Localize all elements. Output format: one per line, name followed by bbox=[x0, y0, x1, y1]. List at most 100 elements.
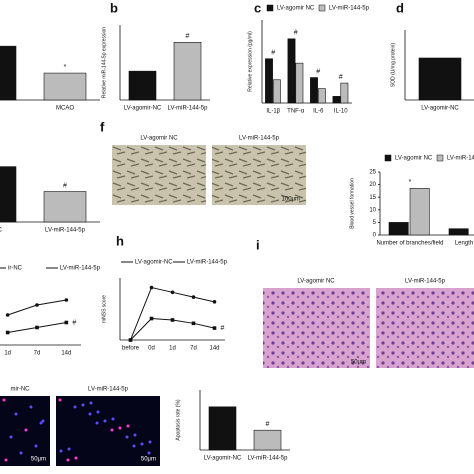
scale-label: 50μm bbox=[31, 457, 46, 463]
line bbox=[130, 286, 215, 341]
marker bbox=[64, 320, 69, 325]
nucleus bbox=[67, 447, 71, 451]
x-tick-label: 14d bbox=[61, 351, 71, 357]
scale-label: 50μm bbox=[351, 360, 366, 366]
micrograph bbox=[376, 288, 474, 368]
panel-letter: f bbox=[100, 119, 105, 134]
annotation: # bbox=[72, 319, 76, 326]
x-tick-label: Length of tr bbox=[455, 241, 474, 247]
image-caption: LV-miR-144-5p bbox=[239, 136, 280, 142]
legend-label: LV-miR-144-5p bbox=[187, 260, 228, 266]
annotation: # bbox=[63, 182, 67, 189]
nucleus bbox=[148, 440, 152, 444]
bar bbox=[388, 222, 409, 236]
bar bbox=[128, 70, 157, 101]
bar bbox=[173, 42, 202, 101]
image-caption: LV-agomir NC bbox=[297, 279, 335, 285]
y-axis-label: Blood vessel formation bbox=[349, 178, 355, 229]
panel-letter: b bbox=[110, 0, 118, 15]
bar bbox=[272, 79, 281, 104]
panel-letter: i bbox=[256, 237, 260, 252]
legend-label: LV-agomir NC bbox=[277, 6, 315, 12]
micrograph bbox=[112, 145, 206, 205]
panel-letter: c bbox=[254, 0, 261, 15]
x-tick-label: 7d bbox=[190, 346, 197, 352]
marker bbox=[149, 316, 154, 321]
nucleus bbox=[19, 451, 23, 455]
marker bbox=[64, 298, 69, 302]
nucleus bbox=[89, 401, 93, 405]
bar bbox=[332, 96, 341, 104]
micrograph bbox=[212, 145, 306, 205]
y-axis-label: SOD (U/mg protein) bbox=[390, 43, 396, 88]
bar bbox=[310, 77, 318, 104]
x-tick-label: before bbox=[122, 346, 140, 352]
x-tick-label: MCAO bbox=[56, 106, 74, 112]
annotation: # bbox=[316, 68, 320, 75]
nucleus bbox=[132, 444, 136, 448]
x-tick-label: IL-10 bbox=[334, 109, 348, 115]
nucleus bbox=[29, 405, 33, 409]
x-tick-label: LV-miR-144-5p bbox=[168, 106, 209, 112]
nucleus bbox=[118, 426, 122, 430]
marker bbox=[212, 326, 217, 330]
nucleus bbox=[2, 398, 6, 402]
annotation: # bbox=[339, 74, 343, 81]
y-tick-label: 0 bbox=[373, 233, 377, 239]
legend-swatch bbox=[436, 154, 444, 162]
marker bbox=[170, 290, 175, 295]
x-tick-label: IL-6 bbox=[313, 109, 324, 115]
annotation: # bbox=[271, 50, 275, 57]
legend-label: LV-miR-144-5p bbox=[447, 156, 474, 162]
image-caption: LV-miR-144-5p bbox=[88, 387, 129, 393]
marker bbox=[212, 300, 217, 304]
nucleus bbox=[88, 412, 92, 416]
x-tick-label: ir-NC bbox=[0, 228, 3, 234]
x-tick-label: 1d bbox=[169, 346, 176, 352]
bar bbox=[43, 72, 87, 101]
y-tick-label: 25 bbox=[369, 170, 376, 176]
bar bbox=[43, 191, 87, 223]
bar bbox=[317, 88, 326, 104]
x-tick-label: LV-agomir-NC bbox=[124, 106, 162, 112]
nucleus bbox=[58, 398, 62, 402]
nucleus bbox=[41, 419, 45, 423]
legend-label: ir-NC bbox=[8, 266, 23, 272]
nucleus bbox=[126, 424, 130, 428]
marker bbox=[191, 321, 196, 326]
nucleus bbox=[147, 451, 151, 455]
image-caption: mir-NC bbox=[11, 387, 31, 393]
legend-label: LV-agomir-NC bbox=[135, 260, 173, 266]
x-tick-label: Number of branches/field bbox=[376, 241, 443, 247]
nucleus bbox=[59, 449, 63, 453]
x-tick-label: LV-agomir-NC bbox=[421, 106, 459, 112]
x-tick-label: TNF-α bbox=[287, 109, 305, 115]
marker bbox=[5, 313, 10, 317]
image-caption: LV-miR-144-5p bbox=[405, 279, 446, 285]
marker bbox=[35, 303, 39, 307]
panel-letter: h bbox=[116, 233, 124, 248]
micrograph bbox=[56, 396, 160, 466]
marker bbox=[35, 325, 39, 330]
annotation: # bbox=[221, 325, 225, 332]
nucleus bbox=[125, 435, 129, 439]
bar bbox=[418, 57, 462, 101]
annotation: * bbox=[64, 64, 67, 71]
annotation: # bbox=[186, 33, 190, 40]
nucleus bbox=[110, 428, 114, 432]
x-tick-label: LV-miR-144-5p bbox=[248, 456, 289, 462]
bar bbox=[253, 429, 282, 451]
x-tick-label: 1d bbox=[4, 351, 11, 357]
image-caption: LV-agomir NC bbox=[140, 136, 178, 142]
legend-swatch bbox=[266, 4, 274, 12]
marker bbox=[128, 338, 133, 342]
line bbox=[7, 299, 67, 316]
x-tick-label: 0d bbox=[148, 346, 155, 352]
nucleus bbox=[140, 442, 144, 446]
nucleus bbox=[14, 412, 18, 416]
y-tick-label: 20 bbox=[369, 182, 376, 188]
y-axis-label: Apoptosis rate (%) bbox=[175, 399, 181, 440]
bar bbox=[0, 45, 17, 101]
y-axis-label: mNSS score bbox=[101, 295, 107, 323]
y-tick-label: 15 bbox=[369, 195, 376, 201]
